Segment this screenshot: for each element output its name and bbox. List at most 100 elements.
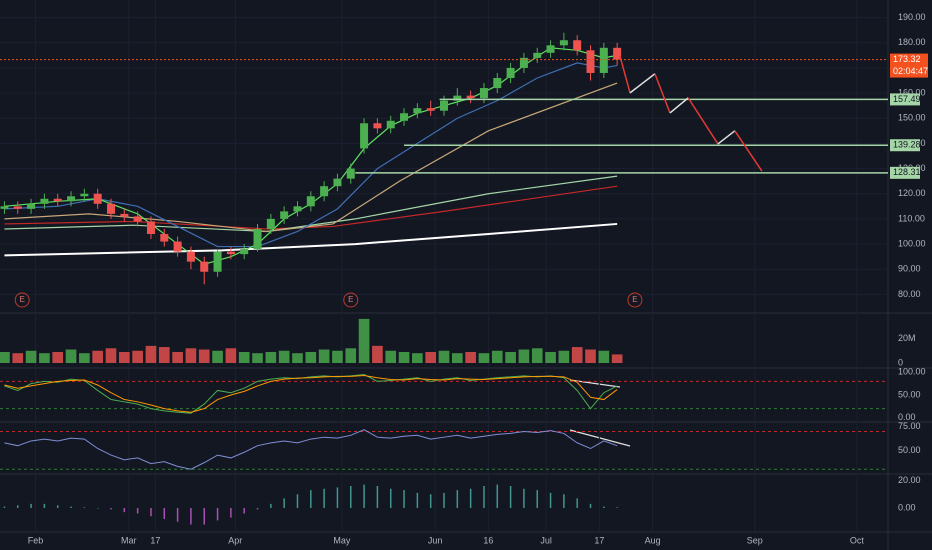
bar (598, 350, 610, 363)
candle-body (120, 213, 129, 217)
bar (305, 351, 317, 363)
candle-body (400, 113, 409, 121)
candle-body (466, 95, 475, 99)
y-tick-label: 20M (898, 333, 916, 343)
bar (509, 486, 512, 508)
bar (589, 503, 592, 508)
x-tick-label: Jun (428, 535, 443, 545)
candle-body (506, 67, 515, 78)
bar (176, 508, 179, 522)
candle-body (373, 123, 382, 129)
x-tick-label: Aug (645, 535, 661, 545)
bar (412, 353, 423, 363)
level-label: 157.49 (893, 94, 921, 104)
y-tick-label: 150.00 (898, 113, 926, 123)
bar (456, 490, 459, 508)
y-tick-label: 50.00 (898, 445, 921, 455)
bar (323, 488, 325, 508)
y-tick-label: 180.00 (898, 37, 926, 47)
candle-body (213, 251, 222, 272)
bar (70, 506, 72, 508)
projection-segment (669, 97, 689, 114)
bar (150, 508, 152, 517)
candle-body (333, 178, 342, 187)
bar (398, 351, 410, 363)
candle-body (586, 50, 595, 73)
candle-body (293, 206, 302, 212)
y-tick-label: 110.00 (898, 213, 925, 223)
y-tick-label: 0.00 (898, 412, 916, 422)
candle-body (613, 47, 622, 60)
bar (212, 350, 223, 363)
bar (39, 353, 50, 363)
bar (79, 353, 90, 363)
candle-body (226, 251, 235, 255)
moving-average (4, 62, 618, 248)
bar (270, 503, 272, 508)
bar (65, 349, 77, 363)
candle-body (146, 221, 155, 234)
bar (56, 505, 59, 508)
bar (230, 508, 232, 518)
bar (616, 507, 618, 508)
bar (118, 351, 130, 363)
projection-segment (717, 130, 736, 145)
bar (145, 345, 157, 363)
candle-body (173, 241, 182, 252)
bar (25, 350, 37, 363)
bar (172, 351, 183, 363)
earnings-label: E (20, 295, 25, 304)
candle-body (559, 40, 568, 46)
x-tick-label: Jul (540, 535, 552, 545)
bar (443, 492, 445, 508)
bar (451, 353, 463, 363)
bar (30, 503, 32, 508)
bar (385, 350, 397, 363)
candle-body (546, 45, 555, 53)
candle-body (53, 198, 62, 202)
earnings-marker (343, 292, 359, 308)
bar (17, 505, 19, 508)
bar (465, 351, 476, 363)
bar (483, 486, 485, 508)
x-tick-label: Feb (28, 535, 44, 545)
countdown-label: 02:04:47 (893, 66, 928, 76)
bar (576, 498, 578, 508)
bar (345, 348, 357, 363)
bar (416, 492, 419, 508)
x-tick-label: May (333, 535, 351, 545)
bar (203, 508, 205, 525)
projection-segment (619, 55, 631, 94)
candle-body (479, 88, 488, 99)
bar (531, 348, 543, 363)
y-tick-label: 100.00 (898, 367, 926, 377)
candle-body (107, 203, 115, 214)
candle-body (280, 211, 289, 219)
bar (310, 490, 312, 508)
y-tick-label: 20.00 (898, 475, 921, 485)
bar (549, 492, 552, 508)
bar (238, 351, 250, 363)
x-tick-label: Apr (228, 535, 242, 545)
candle-body (186, 251, 195, 262)
bar (92, 350, 104, 363)
candle-body (426, 108, 435, 111)
candle-body (493, 78, 502, 89)
projection-segment (654, 73, 671, 114)
bar (252, 353, 263, 363)
y-tick-label: 50.00 (898, 389, 921, 399)
candle-body (266, 218, 275, 229)
indicator-line (4, 374, 618, 413)
x-tick-label: 17 (150, 535, 160, 545)
candle-body (240, 249, 249, 255)
candle-body (386, 120, 395, 129)
level-label: 128.31 (893, 167, 921, 177)
bar (469, 488, 472, 508)
candle-body (40, 198, 49, 204)
candle-body (360, 123, 369, 149)
candle-body (599, 47, 608, 73)
bar (12, 353, 24, 363)
bar (216, 508, 219, 521)
bar (43, 503, 46, 508)
